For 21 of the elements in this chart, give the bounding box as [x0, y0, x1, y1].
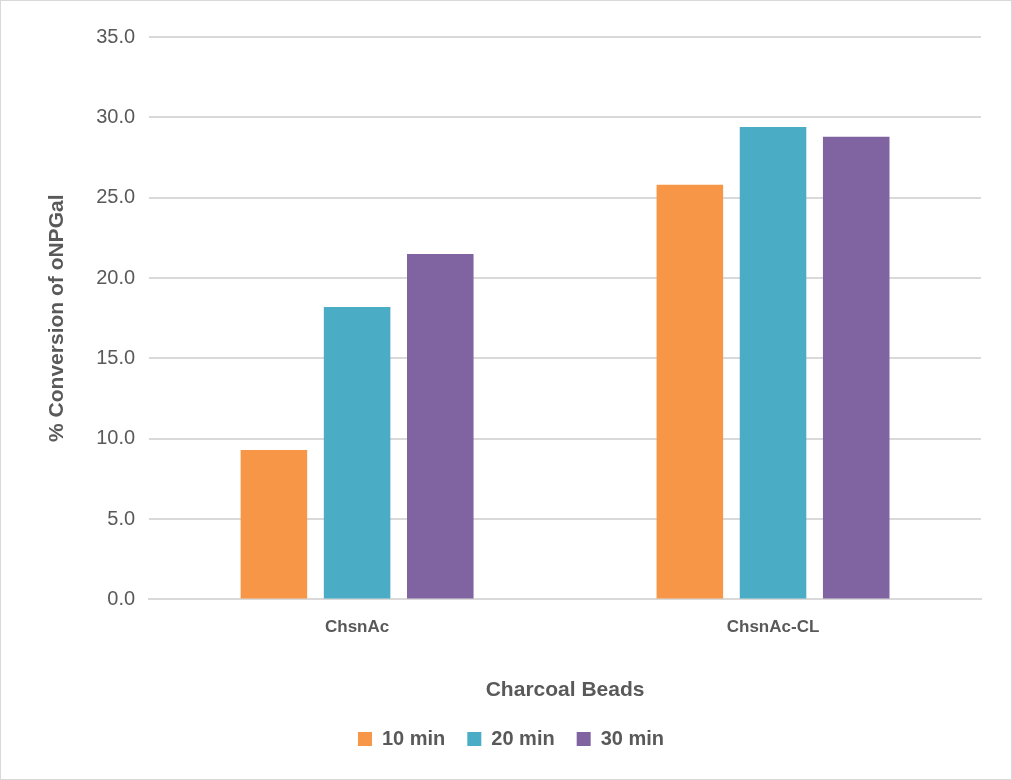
x-axis-title: Charcoal Beads	[485, 677, 645, 701]
y-tick-label: 10.0	[96, 426, 136, 449]
y-axis-title: % Conversion of oNPGal	[44, 194, 68, 442]
legend-label: 20 min	[491, 726, 555, 749]
y-tick-label: 20.0	[96, 265, 136, 288]
legend-label: 30 min	[600, 726, 665, 749]
bar	[822, 136, 890, 599]
y-tick-label: 5.0	[107, 506, 136, 529]
y-tick-label: 0.0	[107, 586, 136, 609]
legend-label: 10 min	[381, 726, 446, 749]
x-tick-label: ChsnAc	[324, 617, 390, 637]
bar	[323, 306, 391, 599]
x-tick-label: ChsnAc-CL	[726, 617, 820, 637]
y-tick-label: 35.0	[96, 24, 136, 47]
y-tick-label: 30.0	[96, 104, 136, 127]
y-tick-label: 25.0	[96, 185, 136, 208]
bar	[407, 253, 474, 599]
bar	[240, 449, 308, 599]
bar	[739, 126, 807, 599]
y-tick-label: 15.0	[96, 345, 136, 368]
bar	[656, 184, 724, 599]
